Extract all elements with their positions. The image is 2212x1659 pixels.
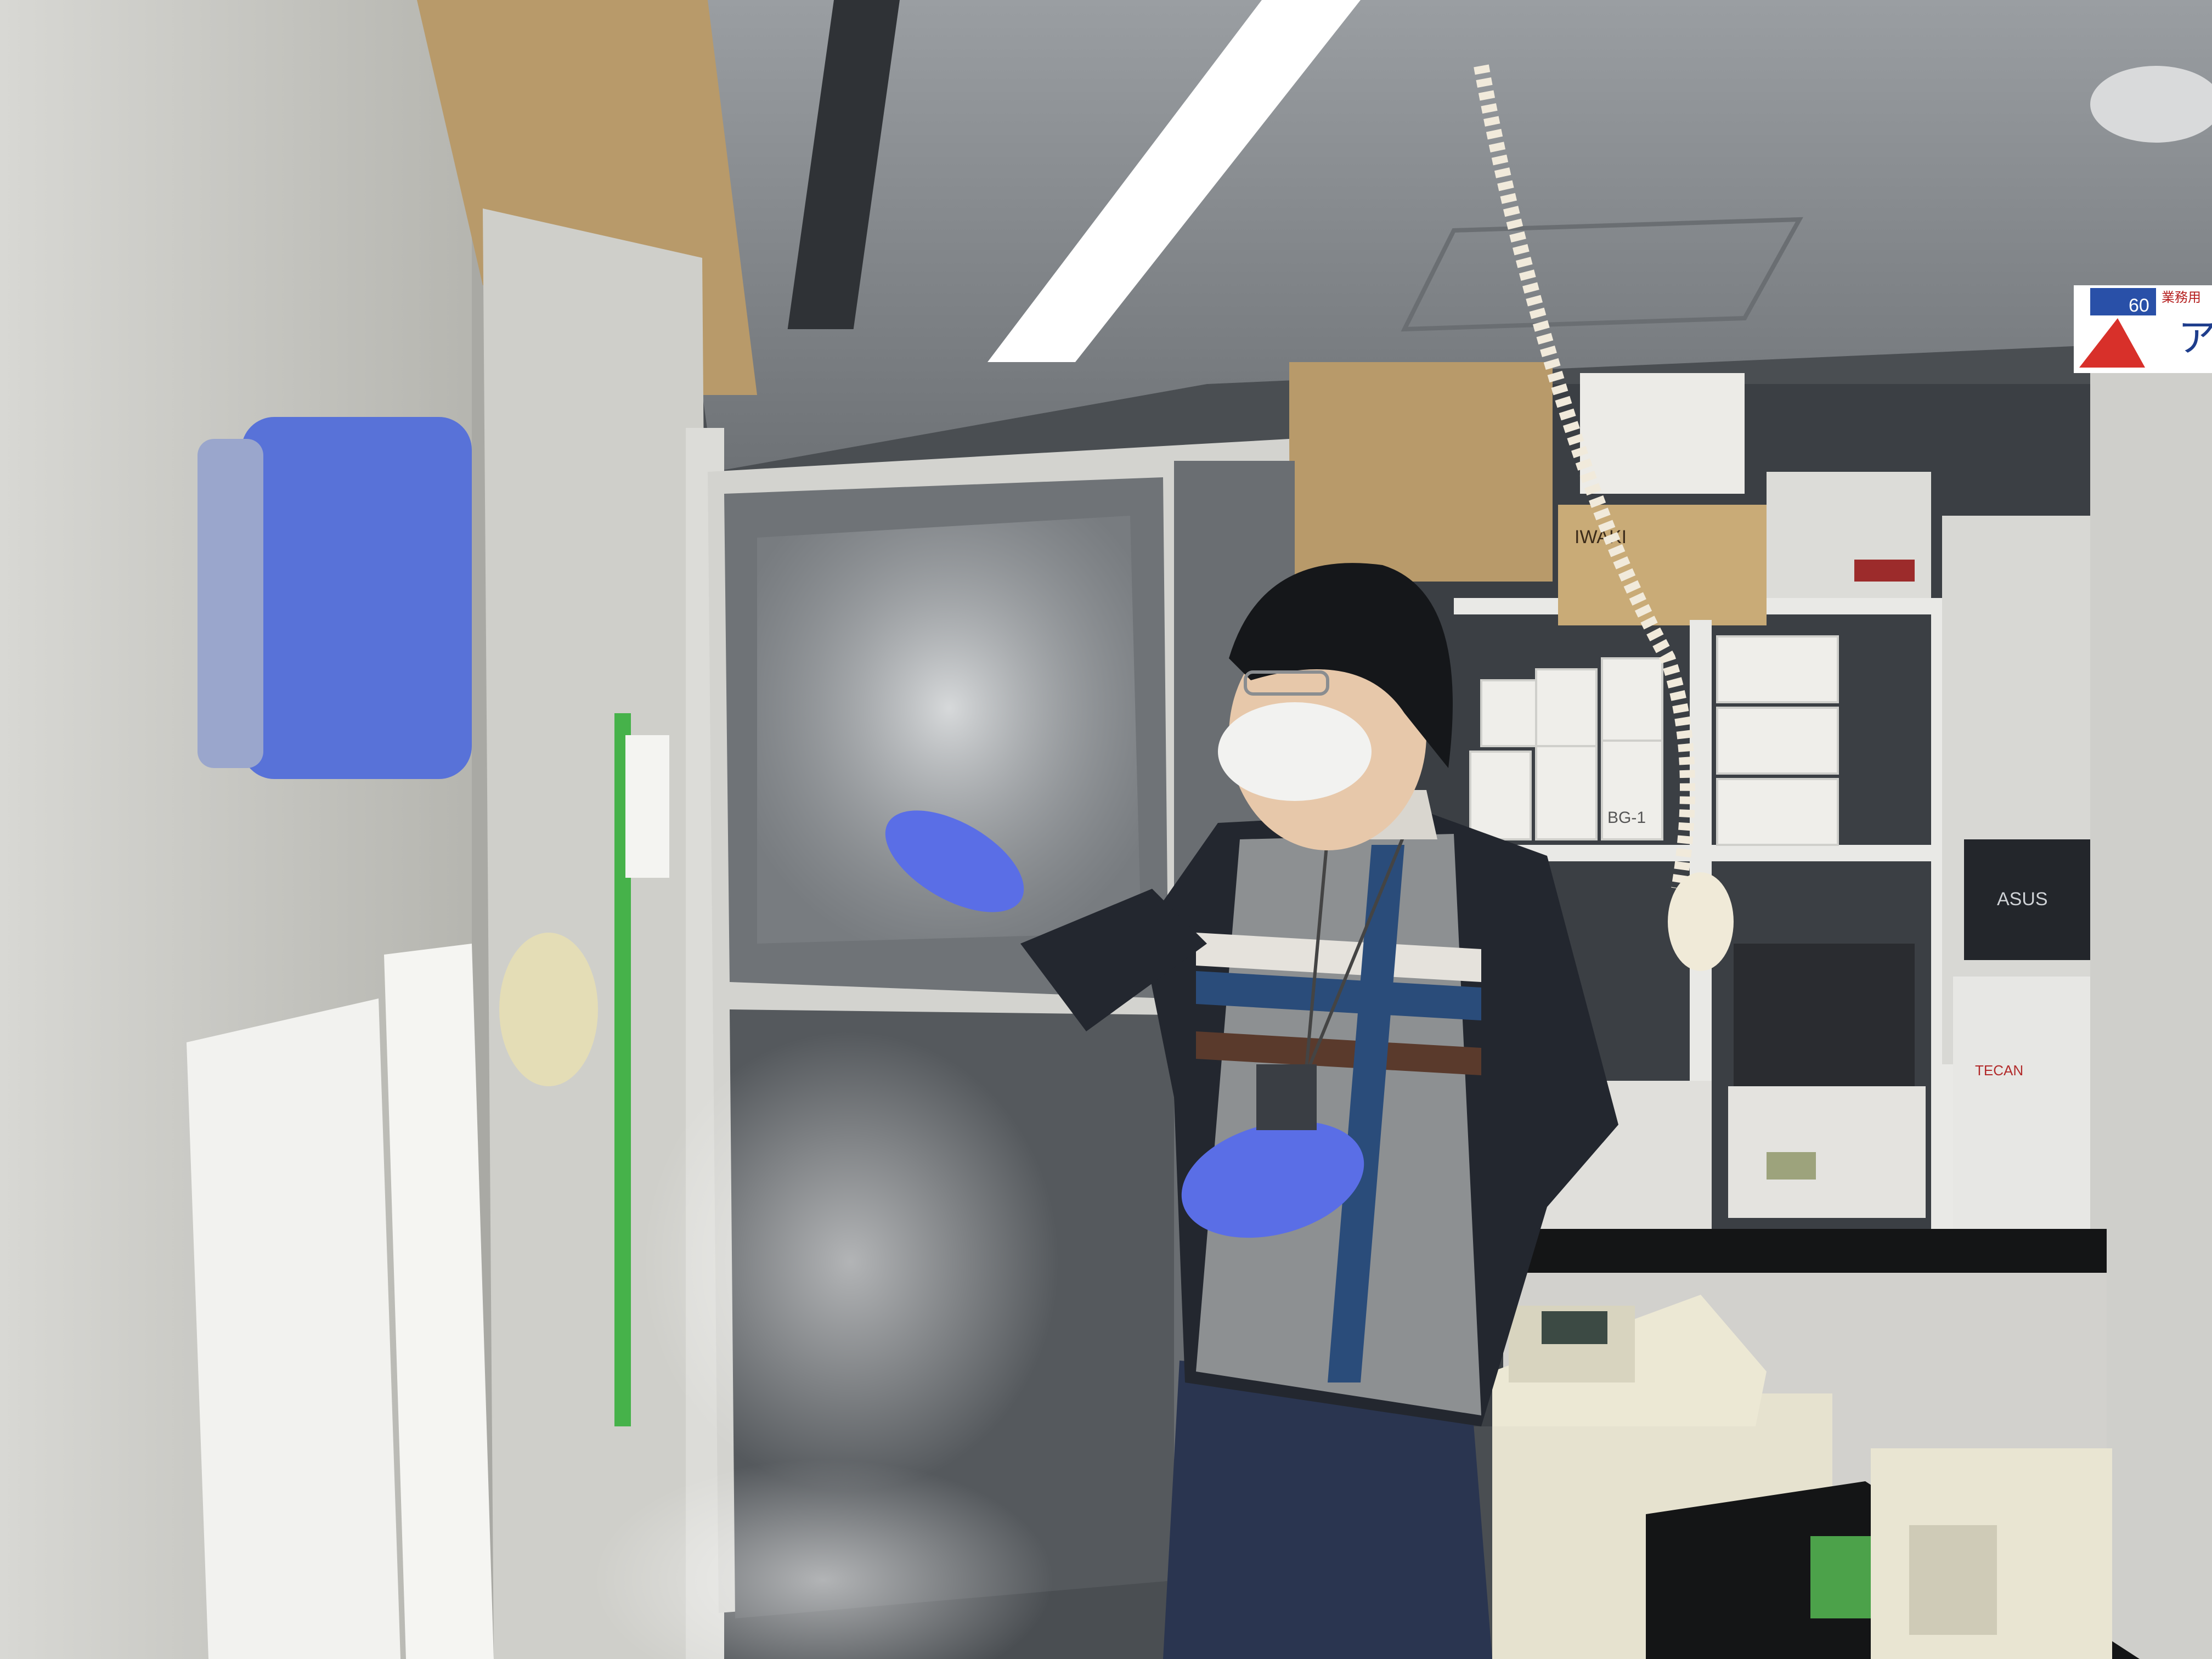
blue-freezer-handle bbox=[241, 417, 472, 779]
green-box bbox=[1810, 1536, 1871, 1618]
freezer-label bbox=[625, 735, 669, 878]
sign-top-text: 業務用 bbox=[2162, 290, 2201, 305]
lab-bench bbox=[1503, 1229, 2107, 1278]
sweater-arm bbox=[1020, 889, 1207, 1031]
paper-notice bbox=[384, 944, 494, 1659]
storage-bins bbox=[1469, 635, 1839, 846]
sign-char: ア bbox=[2178, 315, 2212, 360]
jeans bbox=[1163, 1361, 1492, 1659]
sign-blue bbox=[2090, 288, 2156, 315]
person bbox=[885, 563, 1618, 1659]
bin-label: BG-1 bbox=[1607, 809, 1646, 827]
coiled-cable bbox=[1474, 64, 1695, 890]
microscope-stage bbox=[1734, 944, 1915, 1097]
controller-display bbox=[1767, 1152, 1816, 1180]
blue-glove bbox=[885, 810, 1024, 912]
centrifuge-display bbox=[1542, 1311, 1607, 1344]
sign-red-triangle bbox=[2079, 318, 2145, 368]
blue-glove bbox=[1181, 1121, 1364, 1238]
ceiling-panel bbox=[1401, 217, 1803, 332]
right-wall-cabinet bbox=[2090, 351, 2212, 1659]
glasses bbox=[1244, 670, 1329, 696]
paper-notice bbox=[187, 998, 400, 1659]
hair bbox=[1229, 563, 1453, 768]
frost-patch bbox=[757, 516, 1141, 944]
lab-device-display bbox=[1854, 560, 1915, 582]
blue-handle-shade bbox=[198, 439, 263, 768]
cable-plug bbox=[1668, 872, 1734, 971]
iwaki-box bbox=[1558, 510, 1767, 620]
sign-number: 60 bbox=[2129, 295, 2149, 316]
ceiling-light bbox=[988, 0, 1361, 362]
white-box bbox=[1580, 373, 1745, 494]
controller-box bbox=[1728, 1086, 1926, 1218]
face-mask bbox=[1218, 702, 1372, 801]
second-freezer bbox=[483, 208, 713, 1659]
laptop-screen bbox=[1964, 839, 2096, 960]
id-badge bbox=[1256, 1064, 1317, 1130]
right-cabinet bbox=[1942, 516, 2096, 1064]
cardboard-box bbox=[1289, 362, 1553, 582]
cold-mist bbox=[592, 1459, 1053, 1659]
asus-logo: ASUS bbox=[1997, 889, 2048, 910]
tecan-label: TECAN bbox=[1975, 1062, 2023, 1079]
sweater-stripe-brown bbox=[1196, 1031, 1481, 1075]
freezer-hinge bbox=[499, 933, 598, 1086]
shelf-frame bbox=[1514, 845, 1942, 861]
sweater-stripe-vertical bbox=[1328, 845, 1404, 1383]
sweater-stripe-white bbox=[1196, 933, 1481, 982]
smoke-detector bbox=[2090, 66, 2212, 143]
tecan-instrument bbox=[1953, 977, 2107, 1234]
cream-machine-slots bbox=[1909, 1525, 1997, 1635]
ceiling-vent bbox=[787, 0, 900, 329]
cold-mist bbox=[642, 1031, 1059, 1492]
